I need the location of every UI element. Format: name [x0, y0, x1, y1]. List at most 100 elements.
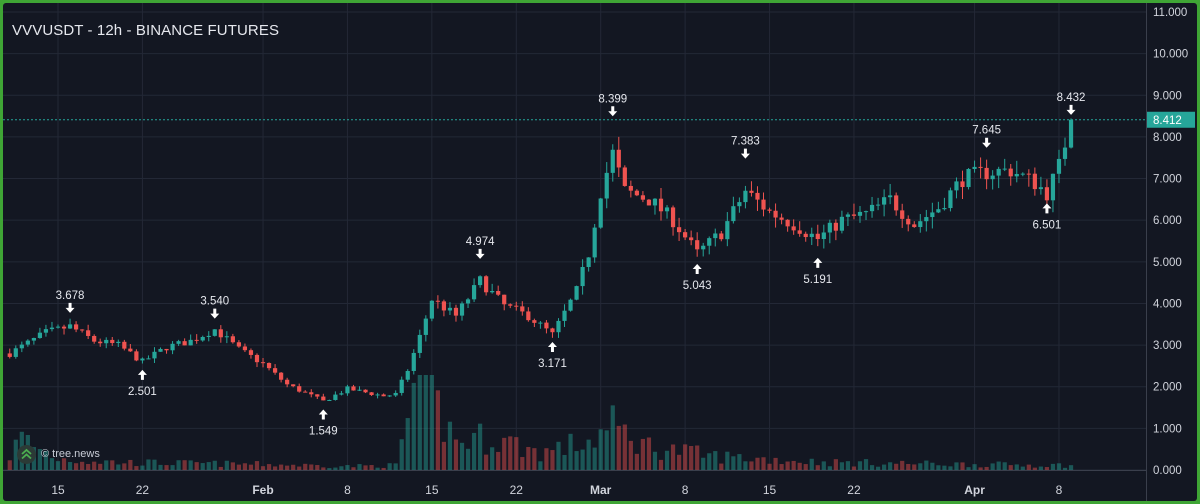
volume-bar — [833, 459, 838, 470]
volume-bar — [960, 462, 965, 470]
volume-bar — [634, 453, 639, 470]
annotation-label: 6.501 — [1033, 219, 1062, 231]
candle-body — [194, 339, 199, 341]
volume-bar — [188, 460, 193, 470]
volume-bar — [574, 451, 579, 470]
candle-body — [218, 329, 223, 338]
volume-bar — [387, 463, 392, 470]
volume-bar — [297, 466, 302, 470]
axes: 11.000 10.000 9.000 8.000 7.000 6.000 5.000 4.0… — [3, 3, 1188, 501]
arrow-down-icon — [608, 106, 618, 117]
volume-bar — [7, 460, 12, 470]
candle-body — [574, 286, 579, 300]
volume-bar — [92, 461, 97, 470]
volume-bar — [936, 465, 941, 470]
volume-bar — [224, 460, 229, 470]
y-tick-label: 7.000 — [1153, 174, 1182, 186]
candle-body — [429, 300, 434, 319]
x-tick-label: 22 — [136, 483, 150, 497]
candle-body — [200, 336, 205, 341]
candle-body — [224, 336, 229, 338]
volume-bar — [254, 461, 260, 470]
volume-bar — [628, 440, 633, 470]
volume-bar — [484, 454, 489, 470]
y-tick-label: 10.000 — [1153, 49, 1188, 61]
candle-body — [610, 149, 615, 173]
volume-bar — [1026, 464, 1031, 470]
y-tick-label: 4.000 — [1153, 298, 1182, 310]
candle-body — [749, 190, 754, 193]
y-tick-label: 1.000 — [1153, 423, 1182, 435]
volume-bar — [857, 461, 863, 470]
candle-body — [61, 326, 67, 329]
candle-body — [170, 343, 175, 351]
candle-body — [490, 290, 495, 293]
volume-bar — [1020, 466, 1025, 470]
volume-bar — [55, 461, 61, 470]
x-tick-label: 22 — [847, 483, 861, 497]
candle-body — [1062, 147, 1068, 159]
low-annotation: 6.501 — [1033, 203, 1062, 231]
volume-bar — [1044, 467, 1050, 470]
volume-bar — [882, 464, 887, 470]
volume-bar — [622, 424, 627, 470]
volume-bar — [393, 463, 398, 470]
volume-bar — [490, 447, 495, 470]
candle-body — [508, 304, 513, 306]
candle-body — [212, 329, 217, 336]
candle-body — [827, 222, 832, 233]
candle-body — [502, 294, 507, 305]
candle-body — [658, 198, 664, 212]
arrow-up-icon — [813, 257, 823, 268]
annotation-label: 3.540 — [200, 296, 229, 308]
candle-body — [453, 307, 459, 316]
volume-bar — [1002, 462, 1007, 470]
volume-bar — [520, 457, 525, 470]
high-low-annotations: 3.678 2.501 3.540 1.549 4.974 3.171 8.399 5.043… — [56, 92, 1086, 438]
volume-bar — [894, 463, 899, 470]
volume-bar — [212, 460, 217, 470]
volume-bar — [761, 457, 766, 470]
volume-bar — [13, 439, 18, 470]
volume-bar — [146, 459, 151, 470]
candle-body — [972, 166, 977, 170]
candle-body — [857, 211, 863, 216]
chart-title: VVVUSDT - 12h - BINANCE FUTURES — [12, 22, 280, 39]
volume-bar — [888, 462, 893, 470]
volume-bar — [514, 437, 519, 470]
volume-bar — [128, 459, 133, 470]
candle-body — [833, 222, 838, 231]
candle-body — [19, 344, 24, 349]
candle-body — [441, 301, 447, 311]
volume-bar — [1062, 467, 1068, 470]
volume-bar — [737, 454, 742, 470]
candle-body — [309, 392, 314, 395]
volume-bar — [158, 464, 163, 470]
candle-body — [31, 337, 36, 341]
candle-body — [930, 212, 935, 218]
candle-body — [176, 341, 181, 344]
volume-bar — [206, 462, 211, 470]
candlestick-chart[interactable]: 8.412 3.678 2.501 3.540 1.549 4.974 3.171 8.39… — [3, 3, 1197, 501]
volume-bar — [845, 461, 851, 470]
candle-body — [321, 396, 326, 401]
candle-body — [1068, 119, 1074, 148]
candle-body — [996, 168, 1001, 176]
volume-bar — [176, 460, 181, 470]
volume-bar — [598, 429, 603, 470]
candle-body — [568, 299, 573, 311]
volume-bar — [1008, 465, 1013, 470]
candle-body — [279, 372, 284, 380]
high-annotation: 8.432 — [1057, 92, 1085, 115]
candle-body — [266, 362, 272, 369]
candle-body — [815, 233, 820, 240]
volume-bar — [104, 460, 109, 470]
candle-body — [676, 227, 682, 233]
candle-body — [417, 334, 422, 353]
candle-body — [616, 149, 621, 168]
candle-body — [592, 227, 597, 258]
volume-bar — [441, 441, 447, 470]
volume-bar — [670, 444, 676, 470]
arrow-up-icon — [547, 341, 557, 352]
volume-bar — [544, 448, 549, 470]
